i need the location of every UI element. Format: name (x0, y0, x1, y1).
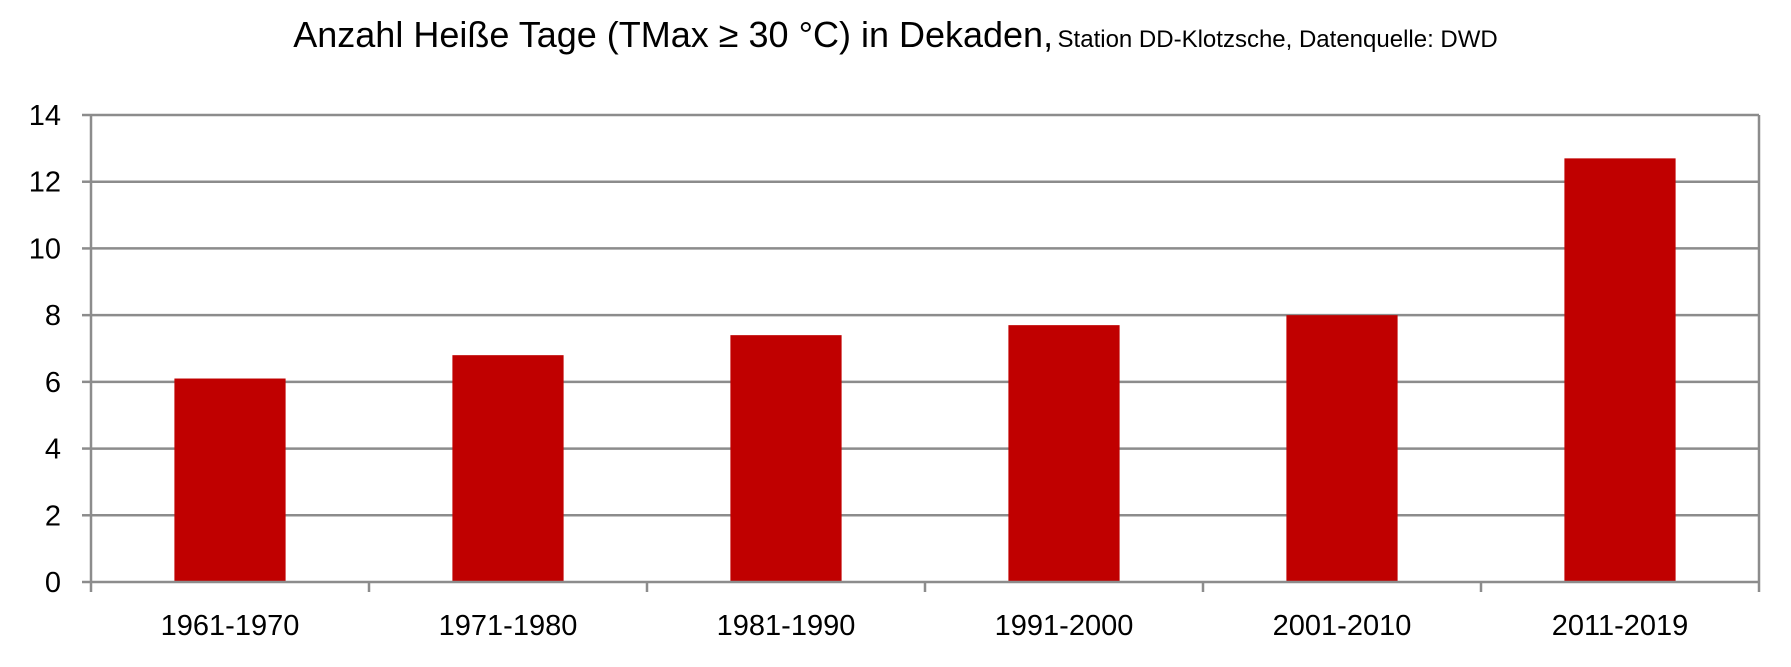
bar (174, 378, 286, 582)
y-tick-label: 6 (45, 367, 61, 399)
y-tick-label: 4 (45, 434, 61, 466)
y-tick-labels: 0 2 4 6 8 10 12 14 (29, 100, 61, 599)
x-tick-label: 2001-2010 (1273, 610, 1412, 642)
x-tick-label: 1961-1970 (161, 610, 300, 642)
y-tick-label: 0 (45, 567, 61, 599)
chart-subtitle: Station DD-Klotzsche, Datenquelle: DWD (1057, 26, 1498, 53)
x-tick-label: 1991-2000 (995, 610, 1134, 642)
y-tick-label: 2 (45, 500, 61, 532)
gridlines (91, 113, 1761, 582)
bar (730, 335, 842, 582)
x-tick-labels: 1961-1970 1971-1980 1981-1990 1991-2000 2001… (161, 610, 1689, 642)
chart-title-main: Anzahl Heiße Tage (TMax ≥ 30 °C) in Deka… (293, 14, 1054, 55)
bars (174, 158, 1676, 582)
bar (1564, 158, 1676, 582)
bar (452, 355, 564, 582)
x-tick-label: 1981-1990 (717, 610, 856, 642)
y-tick-label: 12 (29, 167, 61, 199)
axes (82, 113, 1761, 592)
x-tick-label: 2011-2019 (1552, 610, 1689, 642)
chart-title: Anzahl Heiße Tage (TMax ≥ 30 °C) in Deka… (0, 14, 1791, 56)
y-tick-label: 14 (29, 100, 61, 132)
bar (1286, 315, 1398, 582)
y-tick-label: 8 (45, 300, 61, 332)
y-tick-label: 10 (29, 233, 61, 265)
x-tick-label: 1971-1980 (439, 610, 578, 642)
bar (1008, 325, 1120, 582)
